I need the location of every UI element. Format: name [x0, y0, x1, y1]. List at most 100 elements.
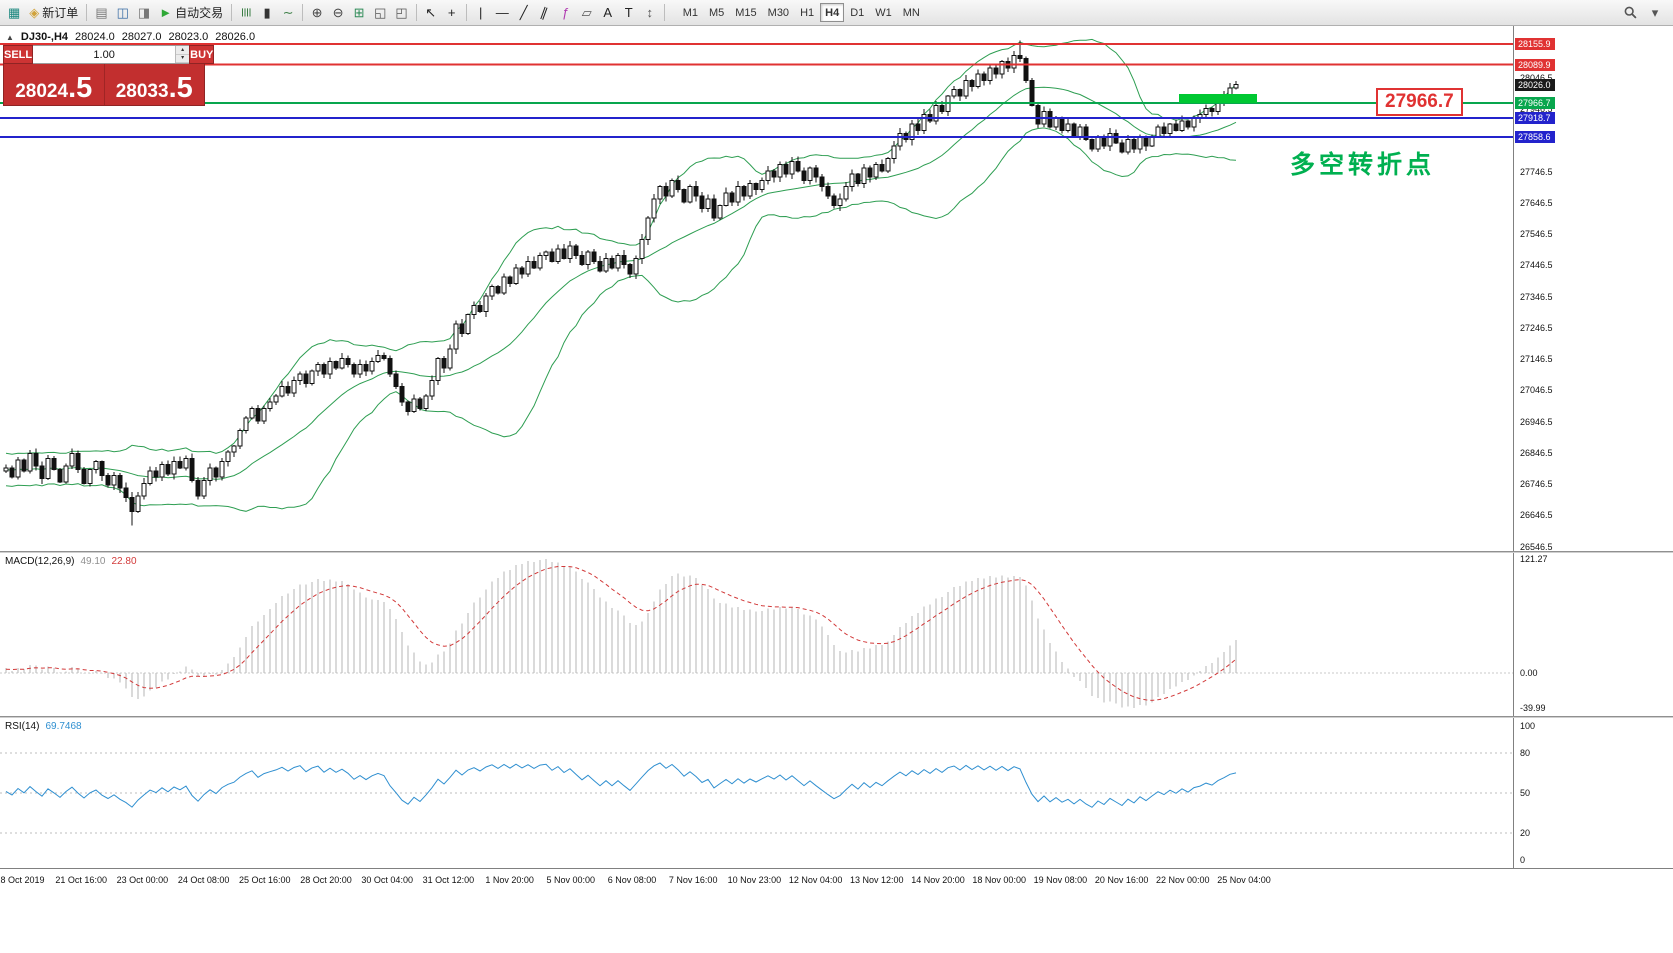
bar-chart-icon[interactable]: ≣ — [236, 2, 256, 23]
rsi-label: RSI(14) 69.7468 — [5, 721, 82, 732]
tile-windows-icon: ◱ — [374, 5, 387, 20]
new-order-button-label: 新订单 — [42, 6, 79, 20]
data-window-icon[interactable]: ◨ — [134, 2, 154, 23]
text-icon: A — [603, 5, 613, 20]
time-axis-label: 28 Oct 20:00 — [300, 875, 352, 885]
new-chart-icon: ▦ — [8, 5, 21, 20]
line-chart-icon: ∼ — [282, 5, 294, 20]
auto-trading-button[interactable]: ► 自动交易 — [155, 2, 227, 23]
search-button[interactable] — [1620, 2, 1641, 23]
price-callout-label[interactable]: 27966.7 — [1376, 88, 1463, 116]
macd-histogram — [5, 559, 1237, 708]
data-window-icon: ◨ — [137, 5, 151, 20]
profiles-icon[interactable]: ▤ — [91, 2, 111, 23]
vertical-line-icon[interactable]: | — [471, 2, 491, 23]
fibonacci-icon[interactable]: ƒ — [556, 2, 576, 23]
toolbar-separator — [415, 4, 417, 21]
price-tick-label: 27046.5 — [1520, 385, 1553, 396]
buy-price-int: 28033 — [115, 81, 169, 102]
sell-price-int: 28024 — [15, 81, 69, 102]
macd-title: MACD(12,26,9) — [5, 556, 75, 567]
label-icon[interactable]: T — [619, 2, 639, 23]
channel-icon[interactable]: ∥ — [535, 2, 555, 23]
toolbar-separator — [465, 4, 467, 21]
arrows-icon: ↕ — [646, 5, 653, 20]
text-icon[interactable]: A — [598, 2, 618, 23]
timeframe-m1[interactable]: M1 — [678, 3, 703, 22]
zoom-in-icon[interactable]: ⊕ — [307, 2, 327, 23]
time-axis-label: 6 Nov 08:00 — [607, 875, 657, 885]
chart-annotation-text[interactable]: 多空转折点 — [1290, 151, 1436, 179]
time-axis-label: 7 Nov 16:00 — [668, 875, 718, 885]
volume-up-button[interactable]: ▴ — [176, 46, 190, 55]
horizontal-line-icon: — — [495, 5, 509, 20]
bollinger-middle — [5, 86, 1237, 480]
crosshair-icon[interactable]: + — [442, 2, 462, 23]
line-chart-icon[interactable]: ∼ — [278, 2, 298, 23]
market-watch-icon[interactable]: ◫ — [113, 2, 133, 23]
buy-button[interactable]: BUY — [189, 45, 215, 64]
macd-svg[interactable] — [0, 553, 1513, 716]
rsi-value: 69.7468 — [45, 721, 82, 732]
volume-input[interactable] — [33, 46, 176, 63]
new-order-button[interactable]: ◈ 新订单 — [25, 2, 82, 23]
sell-button[interactable]: SELL — [3, 45, 34, 64]
price-tick-label: 27546.5 — [1520, 229, 1553, 239]
time-axis-label: 20 Nov 16:00 — [1094, 875, 1149, 885]
timeframe-w1[interactable]: W1 — [870, 3, 897, 22]
trendline-icon[interactable]: ╱ — [514, 2, 534, 23]
symbol-name: DJ30-,H4 — [20, 31, 68, 43]
indicators-icon[interactable]: ⊞ — [349, 2, 369, 23]
time-axis-label: 22 Nov 00:00 — [1156, 875, 1210, 885]
new-chart-icon[interactable]: ▦ — [4, 2, 24, 23]
channel-icon: ∥ — [539, 4, 551, 21]
tile-windows-icon[interactable]: ◱ — [370, 2, 390, 23]
shapes-icon: ▱ — [581, 5, 592, 20]
zoom-out-icon[interactable]: ⊖ — [328, 2, 348, 23]
rsi-svg[interactable] — [0, 718, 1513, 868]
macd-signal-value: 22.80 — [111, 556, 137, 567]
bollinger-lower — [5, 127, 1237, 512]
arrows-icon[interactable]: ↕ — [640, 2, 660, 23]
window-list-button[interactable]: ▾ — [1645, 2, 1665, 23]
cascade-windows-icon[interactable]: ◰ — [391, 2, 411, 23]
price-level-badge: 28155.9 — [1515, 38, 1555, 51]
toolbar-right: ▾ — [1620, 2, 1669, 23]
timeframe-d1[interactable]: D1 — [845, 3, 869, 22]
volume-down-button[interactable]: ▾ — [176, 54, 190, 63]
buy-price-button[interactable]: 28033 .5 — [103, 64, 205, 105]
new-order-icon: ◈ — [29, 5, 40, 20]
timeframe-h4[interactable]: H4 — [820, 3, 845, 22]
time-axis-label: 10 Nov 23:00 — [727, 875, 782, 885]
rsi-axis-label: 20 — [1520, 828, 1531, 839]
timeframe-m15[interactable]: M15 — [730, 3, 761, 22]
price-level-badge: 27918.7 — [1515, 112, 1555, 125]
rsi-line — [5, 762, 1237, 808]
main-chart-svg[interactable] — [0, 26, 1513, 551]
panel-splitter-1[interactable] — [0, 551, 1673, 553]
time-axis-label: 18 Oct 2019 — [0, 875, 45, 885]
panel-splitter-2[interactable] — [0, 716, 1673, 718]
ohlc-open: 28024.0 — [75, 31, 115, 43]
time-axis[interactable]: 18 Oct 2019 21 Oct 16:00 23 Oct 00:00 24 Oc… — [0, 868, 1673, 892]
toolbar-separator — [302, 4, 304, 21]
horizontal-line-icon[interactable]: — — [492, 2, 513, 23]
timeframe-m5[interactable]: M5 — [704, 3, 729, 22]
timeframe-m30[interactable]: M30 — [763, 3, 794, 22]
sell-price-button[interactable]: 28024 .5 — [4, 64, 104, 105]
label-icon: T — [624, 5, 633, 20]
time-axis-label: 24 Oct 08:00 — [177, 875, 230, 885]
candle-chart-icon[interactable]: ▮ — [257, 2, 277, 23]
profiles-icon: ▤ — [95, 5, 108, 20]
macd-main-value: 49.10 — [80, 556, 106, 567]
highlight-marker[interactable] — [1179, 94, 1257, 104]
trade-panel-toggle-icon[interactable]: ▲ — [6, 32, 14, 42]
price-axis[interactable]: 28146.528046.527946.527846.527746.527646… — [1513, 26, 1673, 868]
cursor-icon[interactable]: ↖ — [421, 2, 441, 23]
time-axis-label: 18 Nov 00:00 — [972, 875, 1026, 885]
shapes-icon[interactable]: ▱ — [577, 2, 597, 23]
crosshair-icon: + — [447, 5, 456, 20]
timeframe-h1[interactable]: H1 — [795, 3, 819, 22]
timeframe-mn[interactable]: MN — [898, 3, 925, 22]
time-axis-label: 21 Oct 16:00 — [55, 875, 107, 885]
